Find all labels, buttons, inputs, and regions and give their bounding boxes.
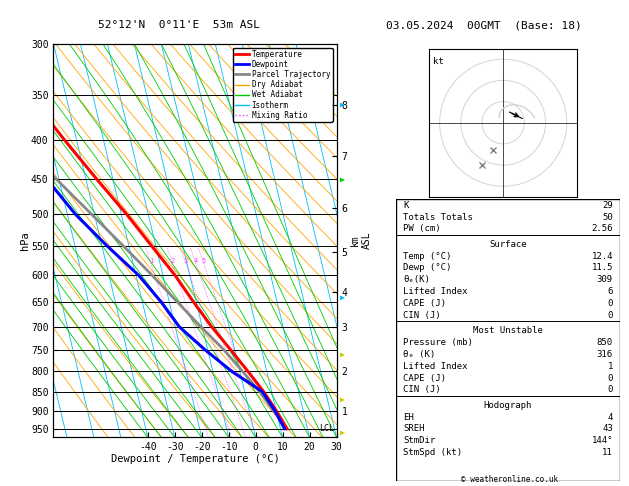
Text: ▶: ▶ bbox=[340, 395, 345, 404]
Text: ▶: ▶ bbox=[340, 350, 345, 359]
Text: θₑ (K): θₑ (K) bbox=[403, 350, 435, 359]
Text: 11: 11 bbox=[602, 448, 613, 457]
Text: 03.05.2024  00GMT  (Base: 18): 03.05.2024 00GMT (Base: 18) bbox=[386, 20, 582, 31]
Text: StmDir: StmDir bbox=[403, 436, 435, 445]
Text: Most Unstable: Most Unstable bbox=[473, 326, 543, 335]
Text: Temp (°C): Temp (°C) bbox=[403, 252, 452, 260]
Text: CAPE (J): CAPE (J) bbox=[403, 299, 446, 308]
Text: 0: 0 bbox=[608, 299, 613, 308]
Text: 12.4: 12.4 bbox=[591, 252, 613, 260]
Text: Lifted Index: Lifted Index bbox=[403, 362, 467, 371]
Text: 0: 0 bbox=[608, 311, 613, 320]
Text: 0: 0 bbox=[608, 374, 613, 382]
Text: Surface: Surface bbox=[489, 240, 526, 249]
Text: ▶: ▶ bbox=[340, 292, 345, 301]
Text: CAPE (J): CAPE (J) bbox=[403, 374, 446, 382]
Text: ▶: ▶ bbox=[340, 428, 345, 437]
Text: 4: 4 bbox=[194, 258, 198, 264]
Text: 2: 2 bbox=[170, 258, 175, 264]
Text: θₑ(K): θₑ(K) bbox=[403, 275, 430, 284]
Text: Pressure (mb): Pressure (mb) bbox=[403, 338, 473, 347]
Text: CIN (J): CIN (J) bbox=[403, 385, 440, 395]
Text: ▶: ▶ bbox=[340, 100, 345, 109]
Text: 6: 6 bbox=[608, 287, 613, 296]
Text: EH: EH bbox=[403, 413, 414, 422]
Text: SREH: SREH bbox=[403, 424, 425, 434]
Text: StmSpd (kt): StmSpd (kt) bbox=[403, 448, 462, 457]
Text: K: K bbox=[403, 201, 408, 209]
Text: 1: 1 bbox=[149, 258, 153, 264]
Text: ▶: ▶ bbox=[340, 174, 345, 184]
Text: 316: 316 bbox=[597, 350, 613, 359]
Text: kt: kt bbox=[433, 57, 444, 66]
Text: Lifted Index: Lifted Index bbox=[403, 287, 467, 296]
Text: Totals Totals: Totals Totals bbox=[403, 212, 473, 222]
Text: 4: 4 bbox=[608, 413, 613, 422]
Text: CIN (J): CIN (J) bbox=[403, 311, 440, 320]
Text: PW (cm): PW (cm) bbox=[403, 225, 440, 233]
Text: 144°: 144° bbox=[591, 436, 613, 445]
Y-axis label: hPa: hPa bbox=[19, 231, 30, 250]
Text: 3: 3 bbox=[184, 258, 188, 264]
Text: 0: 0 bbox=[608, 385, 613, 395]
Text: 850: 850 bbox=[597, 338, 613, 347]
Text: 29: 29 bbox=[602, 201, 613, 209]
Text: 2.56: 2.56 bbox=[591, 225, 613, 233]
Text: 1: 1 bbox=[608, 362, 613, 371]
Text: LCL: LCL bbox=[319, 424, 334, 434]
Text: 50: 50 bbox=[602, 212, 613, 222]
Text: © weatheronline.co.uk: © weatheronline.co.uk bbox=[461, 474, 558, 484]
X-axis label: Dewpoint / Temperature (°C): Dewpoint / Temperature (°C) bbox=[111, 453, 279, 464]
Text: Dewp (°C): Dewp (°C) bbox=[403, 263, 452, 273]
Text: 309: 309 bbox=[597, 275, 613, 284]
Y-axis label: km
ASL: km ASL bbox=[350, 232, 372, 249]
Text: 5: 5 bbox=[202, 258, 206, 264]
Text: 43: 43 bbox=[602, 424, 613, 434]
Text: 52°12'N  0°11'E  53m ASL: 52°12'N 0°11'E 53m ASL bbox=[98, 20, 260, 31]
Text: 11.5: 11.5 bbox=[591, 263, 613, 273]
Legend: Temperature, Dewpoint, Parcel Trajectory, Dry Adiabat, Wet Adiabat, Isotherm, Mi: Temperature, Dewpoint, Parcel Trajectory… bbox=[233, 48, 333, 122]
Text: Hodograph: Hodograph bbox=[484, 401, 532, 410]
